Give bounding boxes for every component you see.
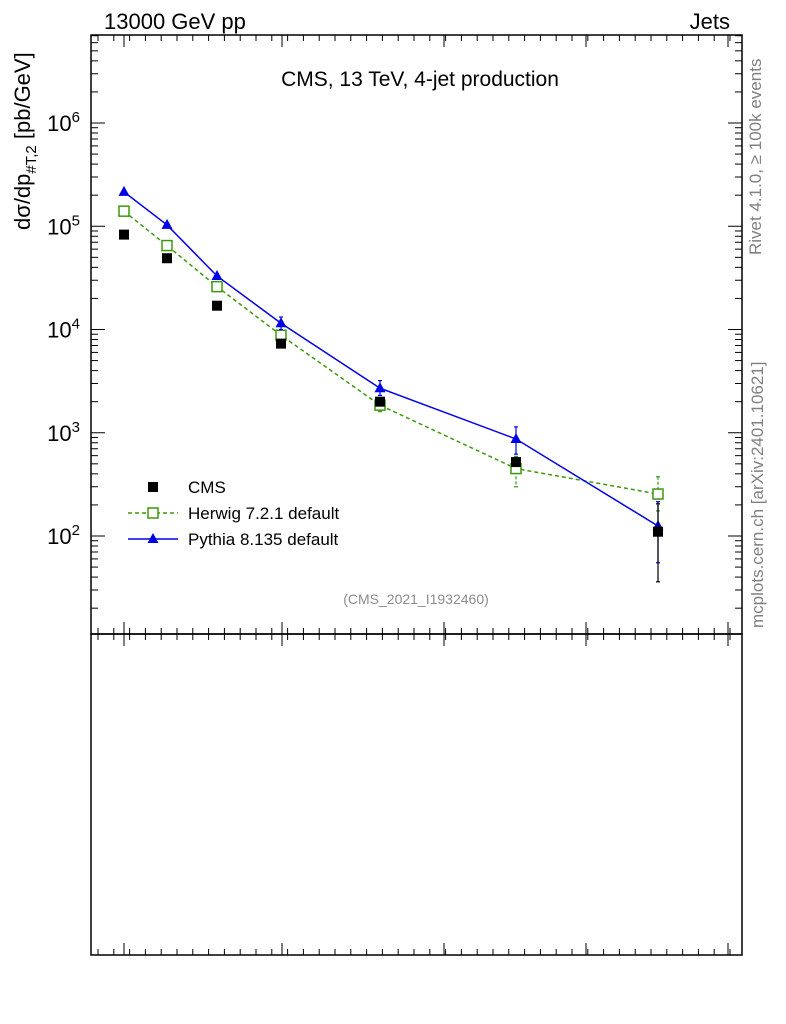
cms-data-point bbox=[276, 338, 286, 349]
y-tick-label: 105 bbox=[47, 212, 80, 239]
pythia-point bbox=[374, 382, 386, 393]
legend: CMS Herwig 7.2.1 default Pythia 8.135 defa… bbox=[128, 478, 339, 549]
y-axis-label-main: dσ/dp bbox=[10, 174, 35, 230]
header-energy-label: 13000 GeV pp bbox=[104, 9, 246, 34]
y-axis-label: dσ/dp#T,2 [pb/GeV] bbox=[10, 52, 40, 230]
y-tick-label-base: 10 bbox=[47, 318, 71, 343]
legend-label: CMS bbox=[188, 478, 226, 497]
legend-entry: Pythia 8.135 default bbox=[128, 530, 339, 549]
pythia-point bbox=[211, 269, 223, 280]
y-tick-label: 102 bbox=[47, 522, 80, 549]
y-tick-label: 104 bbox=[47, 316, 80, 343]
series-line bbox=[123, 210, 659, 495]
herwig-point bbox=[652, 488, 664, 500]
series-herwig-7-2-1-default bbox=[118, 205, 664, 512]
herwig-point bbox=[161, 239, 173, 252]
cms-data-point bbox=[162, 253, 172, 264]
chart-title: CMS, 13 TeV, 4-jet production bbox=[281, 68, 559, 91]
header-category-label: Jets bbox=[690, 9, 730, 34]
y-tick-label: 103 bbox=[47, 419, 80, 446]
rivet-version-label: Rivet 4.1.0, ≥ 100k events bbox=[746, 59, 765, 255]
y-tick-label-base: 10 bbox=[47, 421, 71, 446]
herwig-point bbox=[118, 205, 130, 217]
series-line bbox=[123, 191, 659, 527]
series-cms bbox=[119, 229, 663, 583]
cms-data-point bbox=[212, 300, 222, 311]
pythia-point bbox=[510, 432, 522, 443]
herwig-point bbox=[211, 280, 223, 293]
cms-data-point bbox=[653, 526, 663, 537]
ratio-plot-frame bbox=[90, 633, 743, 956]
pythia-point bbox=[161, 218, 173, 229]
axis-ticks bbox=[91, 35, 742, 955]
herwig-point bbox=[147, 507, 159, 519]
cms-data-point bbox=[148, 482, 158, 492]
y-tick-label-base: 10 bbox=[47, 214, 71, 239]
y-axis-label-subscript: #T,2 bbox=[23, 145, 40, 173]
legend-entry: CMS bbox=[148, 478, 226, 497]
y-tick-label-exponent: 3 bbox=[72, 419, 80, 436]
analysis-id-label: (CMS_2021_I1932460) bbox=[343, 591, 489, 607]
y-axis-label-unit: [pb/GeV] bbox=[10, 52, 35, 145]
cms-data-point bbox=[375, 396, 385, 407]
y-tick-label-exponent: 5 bbox=[72, 212, 80, 229]
y-tick-label-exponent: 2 bbox=[72, 522, 80, 539]
cms-data-point bbox=[119, 229, 129, 240]
cms-data-point bbox=[511, 457, 521, 468]
y-tick-label-exponent: 6 bbox=[72, 109, 80, 126]
y-tick-label-base: 10 bbox=[47, 111, 71, 136]
y-tick-label: 106 bbox=[47, 109, 80, 136]
y-tick-label-base: 10 bbox=[47, 524, 71, 549]
mcplots-source-label: mcplots.cern.ch [arXiv:2401.10621] bbox=[748, 362, 767, 628]
pythia-point bbox=[275, 317, 287, 328]
legend-label: Pythia 8.135 default bbox=[188, 530, 339, 549]
pythia-point bbox=[118, 185, 130, 196]
pythia-point bbox=[147, 533, 159, 543]
legend-entry: Herwig 7.2.1 default bbox=[128, 504, 339, 523]
series-layer bbox=[118, 185, 664, 583]
legend-label: Herwig 7.2.1 default bbox=[188, 504, 339, 523]
y-tick-label-exponent: 4 bbox=[72, 316, 80, 333]
